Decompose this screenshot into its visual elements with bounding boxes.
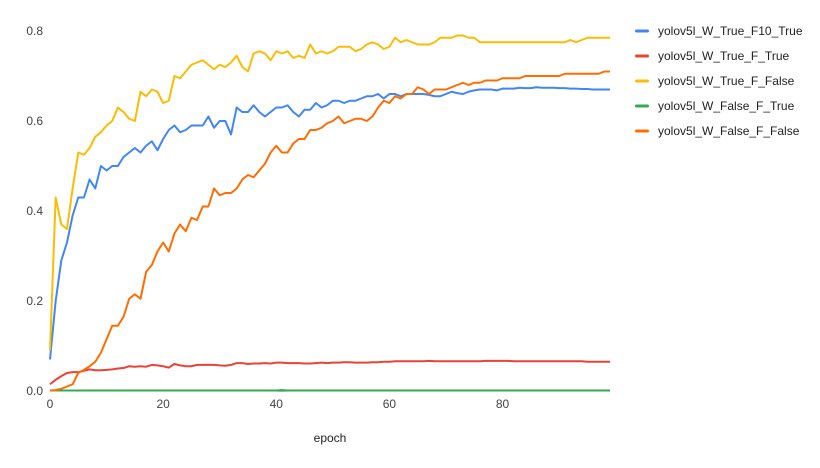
- series-lines: [49, 34, 610, 392]
- y-axis-ticks: 0.0 0.2 0.4 0.6 0.8: [26, 24, 43, 398]
- legend-label: yolov5l_W_True_F_False: [658, 74, 795, 88]
- legend-swatch: [635, 29, 649, 33]
- series-line-3: [49, 34, 610, 351]
- x-axis-ticks: 0 20 40 60 80: [47, 397, 510, 411]
- x-tick-label: 20: [156, 397, 170, 411]
- legend-swatch: [635, 104, 649, 108]
- series-line-2: [49, 359, 610, 386]
- legend-label: yolov5l_W_False_F_True: [658, 99, 795, 113]
- legend-swatch: [635, 54, 649, 58]
- y-tick-label: 0.8: [26, 24, 43, 38]
- series-line-5: [49, 70, 610, 392]
- x-axis-title: epoch: [314, 431, 347, 445]
- legend-item[interactable]: yolov5l_W_False_F_True: [635, 99, 795, 113]
- x-tick-label: 40: [270, 397, 284, 411]
- x-tick-label: 80: [496, 397, 510, 411]
- legend-item[interactable]: yolov5l_W_True_F_True: [635, 49, 789, 63]
- legend-swatch: [635, 129, 649, 133]
- legend-label: yolov5l_W_False_F_False: [658, 124, 800, 138]
- y-tick-label: 0.2: [26, 294, 43, 308]
- legend-label: yolov5l_W_True_F_True: [658, 49, 789, 63]
- x-tick-label: 0: [47, 397, 54, 411]
- legend-item[interactable]: yolov5l_W_True_F10_True: [635, 24, 803, 38]
- y-tick-label: 0.4: [26, 204, 43, 218]
- legend-item[interactable]: yolov5l_W_True_F_False: [635, 74, 795, 88]
- legend-item[interactable]: yolov5l_W_False_F_False: [635, 124, 800, 138]
- y-tick-label: 0.0: [26, 384, 43, 398]
- y-tick-label: 0.6: [26, 114, 43, 128]
- series-line-1: [49, 86, 610, 360]
- legend: yolov5l_W_True_F10_True yolov5l_W_True_F_…: [635, 24, 803, 138]
- legend-label: yolov5l_W_True_F10_True: [658, 24, 803, 38]
- x-tick-label: 60: [383, 397, 397, 411]
- legend-swatch: [635, 79, 649, 83]
